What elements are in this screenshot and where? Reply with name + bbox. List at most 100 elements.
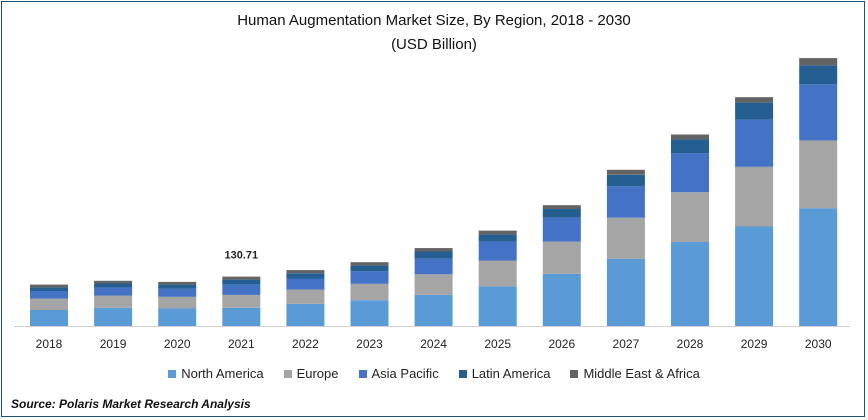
bar-segment-europe-2019: [94, 295, 133, 308]
bar-segment-north-america-2030: [799, 208, 838, 326]
bar-segment-latin-america-2019: [94, 283, 133, 288]
legend-swatch: [358, 369, 367, 378]
bar-segment-latin-america-2028: [671, 139, 709, 154]
bar-segment-north-america-2018: [30, 310, 68, 326]
bar-segment-latin-america-2027: [606, 174, 645, 187]
bar-segment-middle-east-africa-2028: [671, 134, 709, 140]
source-note: Source: Polaris Market Research Analysis: [11, 397, 251, 411]
chart-title: Human Augmentation Market Size, By Regio…: [237, 12, 631, 29]
chart-legend: North America Europe Asia Pacific Latin Ame…: [0, 366, 868, 381]
bar-segment-asia-pacific-2029: [735, 119, 774, 167]
x-tick-label: 2030: [805, 337, 832, 351]
bar-segment-asia-pacific-2028: [671, 153, 709, 193]
legend-swatch: [570, 369, 579, 378]
x-tick-label: 2029: [741, 337, 768, 351]
bar-segment-north-america-2023: [350, 300, 389, 326]
bar-segment-europe-2022: [286, 289, 325, 304]
legend-label: North America: [181, 366, 264, 381]
bar-segment-north-america-2021: [222, 307, 261, 326]
x-tick-label: 2018: [36, 337, 63, 351]
bar-segment-asia-pacific-2023: [350, 271, 389, 284]
x-tick-label: 2020: [164, 337, 191, 351]
bar-segment-north-america-2019: [94, 307, 133, 326]
bar-segment-middle-east-africa-2030: [799, 58, 838, 66]
x-tick-label: 2023: [356, 337, 383, 351]
bar-segment-middle-east-africa-2027: [606, 169, 645, 175]
bar-segment-europe-2027: [606, 217, 645, 259]
bar-segment-middle-east-africa-2019: [94, 280, 133, 284]
bar-segment-middle-east-africa-2021: [222, 276, 261, 280]
bar-segment-asia-pacific-2030: [799, 84, 838, 141]
bar-segment-latin-america-2021: [222, 279, 261, 285]
bar-segment-europe-2029: [735, 166, 774, 227]
bar-segment-europe-2025: [478, 260, 517, 287]
bar-segment-europe-2028: [671, 192, 709, 242]
bar-segment-latin-america-2023: [350, 265, 389, 272]
bar-segment-north-america-2022: [286, 304, 325, 326]
bar-segment-north-america-2028: [671, 242, 709, 326]
bar-segment-north-america-2027: [606, 258, 645, 326]
bar-segment-asia-pacific-2026: [542, 217, 581, 242]
x-tick-label: 2028: [677, 337, 704, 351]
legend-item: Latin America: [458, 366, 551, 381]
bar-segment-middle-east-africa-2029: [735, 97, 774, 103]
legend-label: Europe: [296, 366, 339, 381]
legend-swatch: [283, 369, 292, 378]
legend-label: Latin America: [471, 366, 551, 381]
bar-segment-latin-america-2018: [30, 287, 68, 291]
legend-item: Middle East & Africa: [570, 366, 700, 381]
bar-segment-middle-east-africa-2018: [30, 284, 68, 288]
x-tick-label: 2022: [292, 337, 319, 351]
bar-segment-latin-america-2022: [286, 273, 325, 279]
bar-segment-latin-america-2029: [735, 102, 774, 120]
bar-segment-asia-pacific-2018: [30, 291, 68, 299]
bar-segment-latin-america-2026: [542, 209, 581, 218]
bar-segment-north-america-2026: [542, 273, 581, 326]
bar-segment-middle-east-africa-2024: [414, 248, 453, 252]
bar-segment-asia-pacific-2027: [606, 186, 645, 218]
bar-segment-europe-2030: [799, 140, 838, 209]
bar-segment-north-america-2020: [158, 308, 197, 326]
chart-subtitle: (USD Billion): [391, 36, 477, 53]
data-label: 130.71: [224, 250, 258, 262]
x-tick-label: 2019: [100, 337, 127, 351]
legend-item: North America: [168, 366, 264, 381]
bar-segment-middle-east-africa-2022: [286, 270, 325, 274]
bar-segment-middle-east-africa-2025: [478, 230, 517, 235]
legend-item: Asia Pacific: [358, 366, 439, 381]
bar-segment-asia-pacific-2019: [94, 287, 133, 296]
bar-segment-asia-pacific-2021: [222, 284, 261, 295]
x-tick-label: 2027: [613, 337, 640, 351]
bar-segment-europe-2023: [350, 283, 389, 301]
bar-segment-europe-2024: [414, 274, 453, 295]
x-tick-label: 2024: [420, 337, 447, 351]
legend-item: Europe: [283, 366, 339, 381]
bar-segment-europe-2020: [158, 296, 197, 309]
bar-segment-asia-pacific-2025: [478, 241, 517, 261]
x-tick-label: 2026: [548, 337, 575, 351]
bar-segment-north-america-2029: [735, 226, 774, 326]
bar-segment-middle-east-africa-2023: [350, 262, 389, 266]
bar-segment-latin-america-2020: [158, 284, 197, 289]
bar-segment-asia-pacific-2024: [414, 258, 453, 275]
legend-label: Asia Pacific: [371, 366, 439, 381]
bar-segment-latin-america-2025: [478, 234, 517, 242]
bar-segment-europe-2018: [30, 298, 68, 310]
x-tick-label: 2021: [228, 337, 255, 351]
bar-segment-latin-america-2024: [414, 251, 453, 259]
bar-segment-europe-2021: [222, 294, 261, 308]
bar-segment-asia-pacific-2022: [286, 278, 325, 290]
bar-segment-north-america-2024: [414, 294, 453, 326]
bar-segment-asia-pacific-2020: [158, 288, 197, 297]
bar-segment-middle-east-africa-2020: [158, 281, 197, 285]
bar-segment-middle-east-africa-2026: [542, 205, 581, 209]
legend-swatch: [168, 369, 177, 378]
bar-segment-north-america-2025: [478, 286, 517, 326]
legend-swatch: [458, 369, 467, 378]
legend-label: Middle East & Africa: [583, 366, 700, 381]
bar-segment-europe-2026: [542, 241, 581, 274]
bar-segment-latin-america-2030: [799, 65, 838, 85]
x-tick-label: 2025: [484, 337, 511, 351]
